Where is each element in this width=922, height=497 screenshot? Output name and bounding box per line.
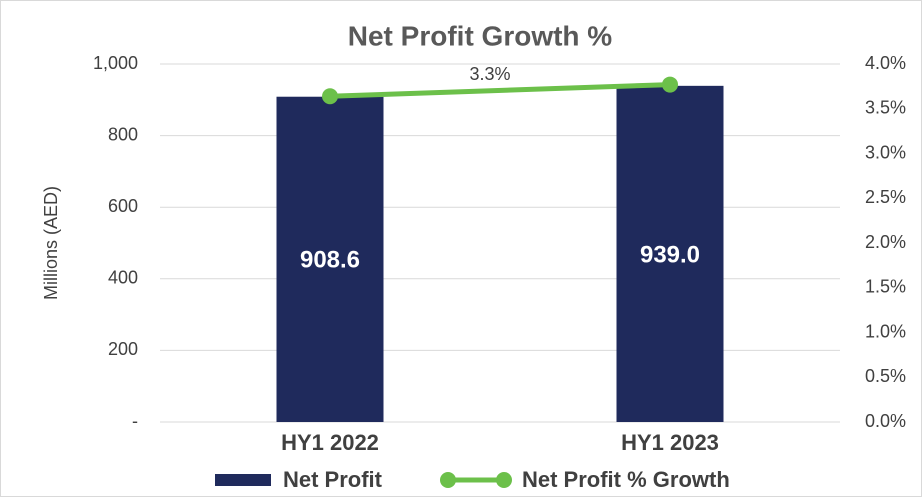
y-tick-label: -	[132, 411, 138, 431]
y-tick-label: 600	[108, 196, 138, 216]
y2-tick-label: 1.5%	[865, 277, 906, 297]
y-tick-label: 200	[108, 339, 138, 359]
data-label: 939.0	[640, 241, 700, 268]
y2-tick-label: 2.0%	[865, 232, 906, 252]
y2-tick-label: 0.0%	[865, 411, 906, 431]
line-point	[322, 88, 338, 105]
line	[329, 82, 671, 99]
y2-tick-label: 1.0%	[865, 321, 906, 341]
chart-title: Net Profit Growth %	[348, 20, 613, 51]
x-tick-label: HY1 2022	[281, 430, 379, 455]
y-axis-title: Millions (AED)	[41, 186, 61, 300]
bar	[276, 96, 384, 423]
legend-label: Net Profit % Growth	[522, 467, 730, 492]
y2-tick-label: 2.5%	[865, 187, 906, 207]
y-tick-label: 1,000	[93, 53, 138, 73]
y-tick-label: 800	[108, 124, 138, 144]
legend-swatch	[496, 472, 512, 488]
y2-tick-label: 3.5%	[865, 98, 906, 118]
y2-tick-label: 4.0%	[865, 53, 906, 73]
legend-swatch	[215, 474, 271, 486]
legend-label: Net Profit	[283, 467, 383, 492]
line-point	[662, 76, 678, 93]
y-tick-label: 400	[108, 268, 138, 288]
annotation: 3.3%	[469, 64, 510, 84]
y2-tick-label: 3.0%	[865, 142, 906, 162]
legend-swatch	[440, 472, 456, 488]
data-label: 908.6	[300, 247, 360, 274]
x-tick-label: HY1 2023	[621, 430, 719, 455]
bar	[616, 85, 724, 422]
y2-tick-label: 0.5%	[865, 366, 906, 386]
